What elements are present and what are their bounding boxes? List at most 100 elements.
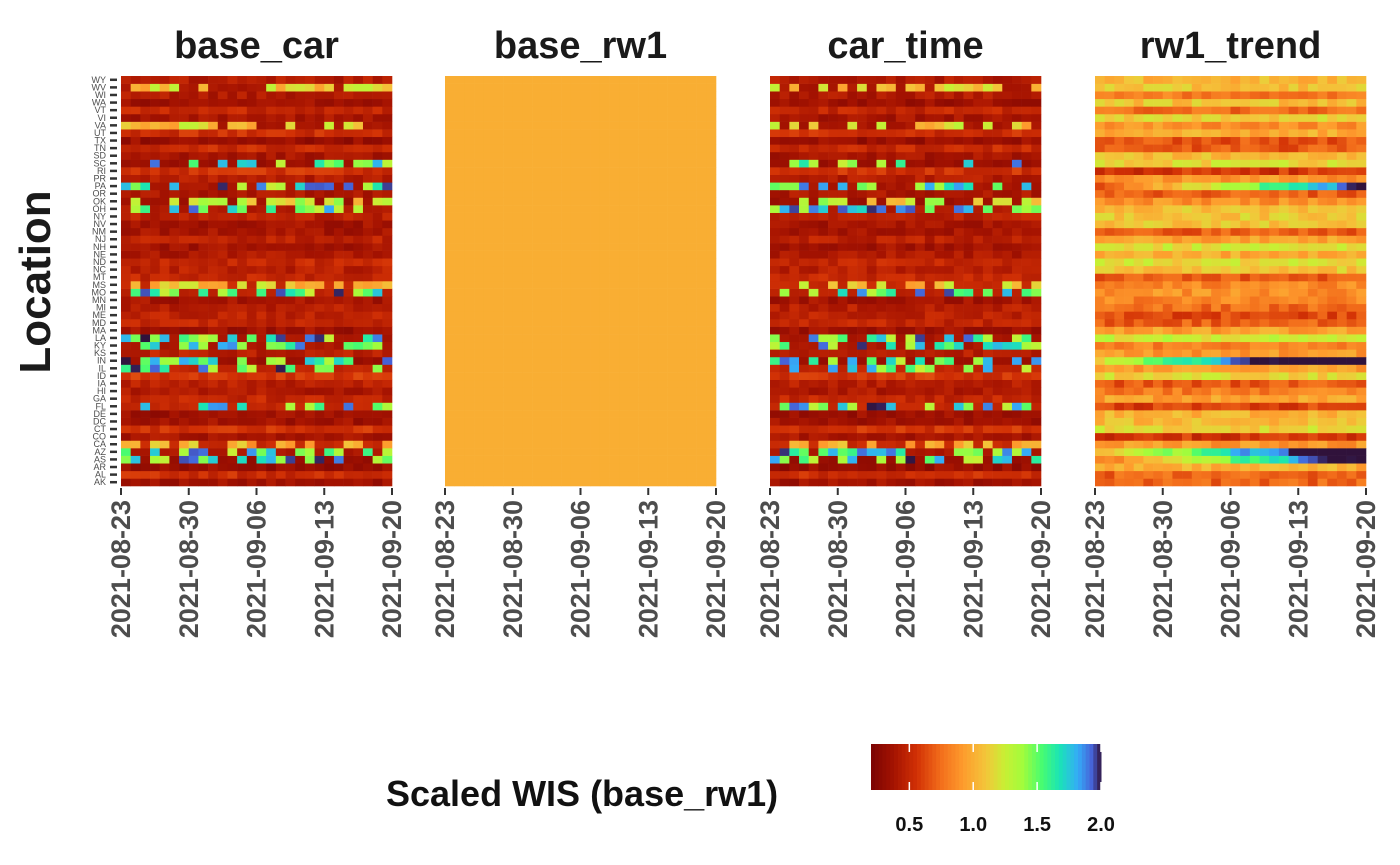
heatmap-cell [445,470,455,479]
heatmap-cell [982,334,993,343]
heatmap-cell [866,212,877,221]
heatmap-cell [541,113,552,122]
heatmap-cell [130,417,141,426]
heatmap-cell [382,470,393,479]
heatmap-cell [551,440,562,449]
heatmap-cell [266,227,277,236]
heatmap-cell [324,410,335,418]
heatmap-cell [522,448,533,456]
heatmap-cell [1336,463,1347,472]
heatmap-cell [779,159,790,168]
heatmap-cell [188,440,199,449]
heatmap-cell [382,129,393,138]
heatmap-cell [667,425,678,434]
heatmap-cell [198,349,209,358]
heatmap-cell [686,303,697,312]
heatmap-cell [266,394,277,403]
heatmap-cell [599,265,610,274]
heatmap-cell [503,410,514,418]
heatmap-cell [551,136,562,145]
heatmap-cell [362,189,373,198]
heatmap-cell [198,129,209,138]
heatmap-cell [706,182,717,191]
heatmap-cell [590,387,601,396]
heatmap-cell [779,432,790,441]
heatmap-cell [353,76,364,84]
heatmap-cell [121,273,131,282]
heatmap-cell [179,273,190,282]
heatmap-cell [818,425,829,434]
heatmap-cell [140,387,151,396]
heatmap-cell [1031,463,1042,472]
heatmap-cell [706,318,717,327]
heatmap-cell [876,258,887,267]
heatmap-cell [522,425,533,434]
heatmap-cell [619,463,630,472]
heatmap-cell [304,197,315,206]
heatmap-cell [217,182,228,191]
heatmap-cell [551,243,562,251]
heatmap-cell [464,387,475,396]
heatmap-cell [982,296,993,305]
heatmap-cell [696,402,707,411]
heatmap-cell [837,372,848,381]
heatmap-cell [992,98,1003,107]
heatmap-cell [464,250,475,259]
heatmap-cell [667,387,678,396]
heatmap-cell [121,189,131,198]
heatmap-cell [474,334,485,343]
heatmap-cell [686,470,697,479]
heatmap-cell [362,402,373,411]
heatmap-cell [561,220,572,229]
heatmap-cell [246,288,257,297]
heatmap-cell [580,341,591,350]
heatmap-cell [454,76,465,84]
heatmap-cell [619,159,630,168]
heatmap-cell [285,182,296,191]
heatmap-cell [837,311,848,320]
heatmap-cell [493,349,504,358]
heatmap-cell [657,273,668,282]
heatmap-cell [934,250,945,259]
heatmap-cell [304,91,315,100]
heatmap-cell [789,372,800,381]
heatmap-cell [944,265,955,274]
heatmap-cell [953,341,964,350]
heatmap-cell [648,205,659,213]
heatmap-cell [532,288,543,297]
heatmap-cell [953,144,964,153]
heatmap-cell [121,288,131,297]
heatmap-cell [159,326,170,335]
heatmap-cell [464,364,475,373]
heatmap-cell [246,372,257,381]
heatmap-cell [1346,402,1357,411]
heatmap-cell [915,326,926,335]
heatmap-cell [483,197,494,206]
heatmap-cell [208,318,219,327]
heatmap-cell [619,273,630,282]
heatmap-cell [1011,129,1022,138]
heatmap-cell [532,106,543,115]
heatmap-cell [217,98,228,107]
heatmap-cell [130,372,141,381]
heatmap-cell [304,76,315,84]
heatmap-cell [1124,463,1135,472]
heatmap-cell [198,151,209,160]
heatmap-cell [599,205,610,213]
heatmap-cell [1114,379,1125,388]
heatmap-cell [609,478,620,487]
heatmap-cell [382,349,393,358]
heatmap-cell [304,151,315,160]
heatmap-cell [619,76,630,84]
heatmap-cell [992,174,1003,183]
heatmap-cell [973,455,984,464]
heatmap-cell [590,136,601,145]
heatmap-cell [304,159,315,168]
heatmap-cell [159,265,170,274]
heatmap-cell [372,174,383,183]
heatmap-cell [121,341,131,350]
heatmap-cell [973,151,984,160]
heatmap-cell [953,296,964,305]
heatmap-cell [1220,402,1231,411]
heatmap-cell [285,121,296,130]
